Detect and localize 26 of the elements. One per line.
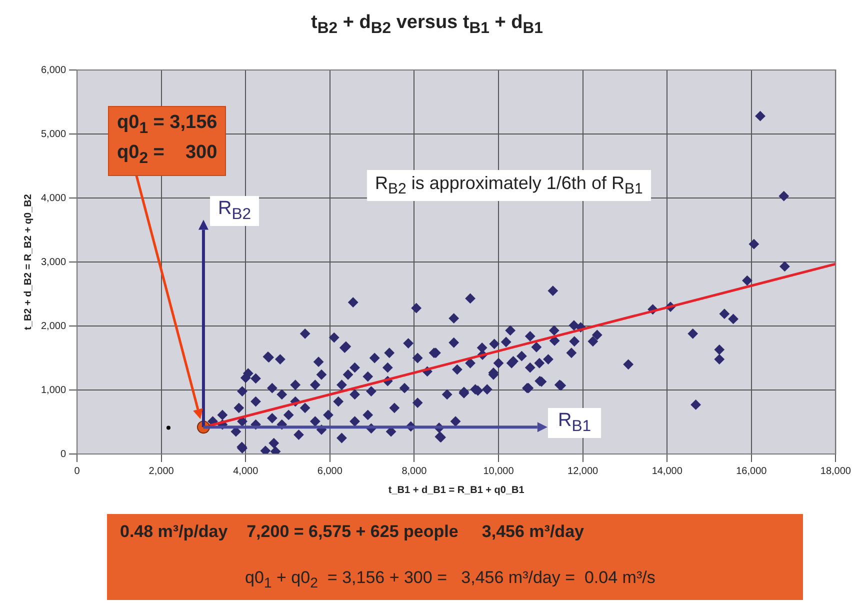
x-tick-label: 6,000	[317, 466, 343, 477]
x-tick-label: 8,000	[402, 466, 428, 477]
text: q0$_{1}$ + q0$_{2}$ = 3,156 + 300 = 3,456 m³/day = 0.04 m³/s	[245, 568, 656, 592]
y-tick-label: 5,000	[40, 128, 66, 140]
y-tick-label: 3,000	[40, 256, 66, 268]
x-tick-label: 14,000	[652, 466, 683, 477]
x-tick-label: 18,000	[820, 466, 852, 477]
annotation: R$_{B2}$ is approximately 1/6th of R$_{B1}$	[367, 170, 651, 201]
x-tick-label: 16,000	[736, 466, 768, 477]
y-tick-label: 0	[60, 448, 66, 460]
x-tick-label: 4,000	[233, 466, 259, 477]
text: 0.48 m³/p/day 7,200 = 6,575 + 625 people 3,456 m³/day	[120, 522, 584, 542]
annotation: R$_{B2}$	[210, 196, 260, 226]
x-tick-label: 0	[74, 466, 80, 477]
y-tick-label: 4,000	[40, 192, 66, 204]
y-axis-title: t_B2 + d_B2 = R_B2 + q0_B2	[22, 194, 34, 330]
x-axis-title: t_B1 + d_B1 = R_B1 + q0_B1	[388, 484, 525, 496]
x-tick-label: 2,000	[148, 466, 174, 477]
x-tick-label: 12,000	[568, 466, 599, 477]
y-tick-label: 2,000	[40, 320, 66, 332]
y-tick-label: 6,000	[40, 64, 66, 76]
annotation: q0$_{1}$ = 3,156 q0$_{2}$ = 300	[108, 106, 226, 176]
annotation: R$_{B1}$	[548, 408, 602, 438]
chart-title: t$_{B2}$ + d$_{B2}$ versus t$_{B1}$ + d$_{B1}$	[310, 12, 544, 38]
y-tick-label: 1,000	[40, 384, 66, 396]
x-tick-label: 10,000	[483, 466, 514, 477]
